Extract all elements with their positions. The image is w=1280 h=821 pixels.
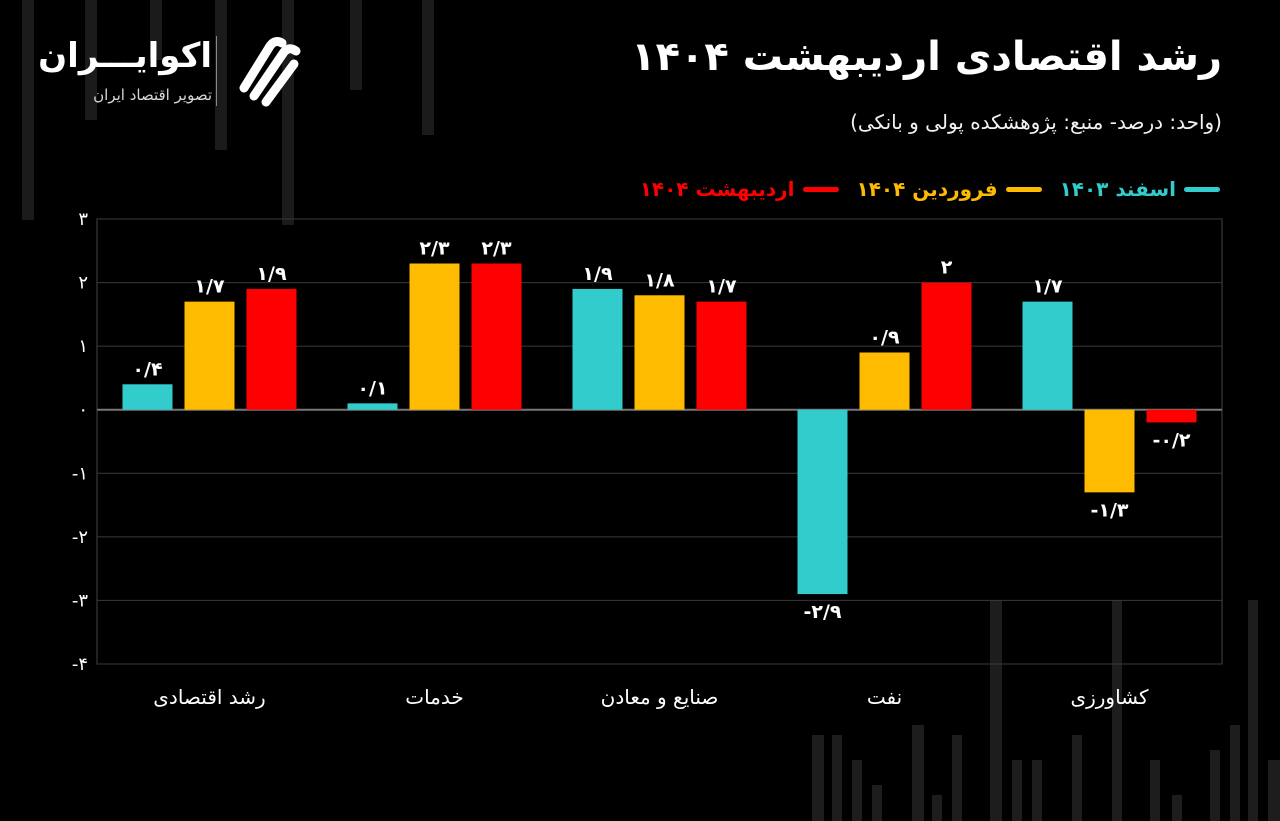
bar xyxy=(1084,409,1135,493)
logo-name: اکوایـــران xyxy=(38,36,212,76)
chart-title: رشد اقتصادی اردیبهشت ۱۴۰۴ xyxy=(631,34,1222,80)
data-label: ۰/۴ xyxy=(132,358,162,380)
bar xyxy=(797,409,848,595)
data-label: ۲/۳ xyxy=(481,238,512,260)
y-tick-label: ۲ xyxy=(78,273,88,294)
bar xyxy=(921,282,972,410)
legend-swatch-esfand xyxy=(1184,186,1220,192)
bar xyxy=(859,352,910,410)
bar xyxy=(1022,301,1073,410)
data-label: ۱/۹ xyxy=(582,263,613,285)
y-tick-label: ۰ xyxy=(78,400,88,421)
y-tick-label: -۳ xyxy=(72,590,88,611)
top-left-deco-bars xyxy=(22,0,434,225)
legend-swatch-farvardin xyxy=(1005,186,1042,192)
data-label: ۱/۸ xyxy=(644,269,675,291)
y-tick-label: -۲ xyxy=(72,527,88,548)
bottom-right-deco-bars xyxy=(812,600,1280,821)
bar xyxy=(184,301,235,410)
logo-tagline: تصویر اقتصاد ایران xyxy=(93,86,212,104)
legend-label-esfand: اسفند ۱۴۰۳ xyxy=(1059,177,1176,201)
legend-label-ordibehesht: اردیبهشت ۱۴۰۴ xyxy=(639,177,795,201)
chart-subtitle: (واحد: درصد- منبع: پژوهشکده پولی و بانکی… xyxy=(850,110,1222,134)
legend-item-farvardin: فروردین ۱۴۰۴ xyxy=(857,177,1042,201)
legend-swatch-ordibehesht xyxy=(802,186,839,192)
y-tick-label: -۴ xyxy=(72,654,88,675)
legend: اسفند ۱۴۰۳ فروردین ۱۴۰۴ اردیبهشت ۱۴۰۴ xyxy=(640,174,1220,204)
logo-divider xyxy=(216,36,217,106)
legend-item-ordibehesht: اردیبهشت ۱۴۰۴ xyxy=(640,177,839,201)
data-label: ۰/۱ xyxy=(357,377,387,399)
bar xyxy=(634,295,685,410)
y-tick-label: -۱ xyxy=(72,463,88,484)
bar xyxy=(122,384,173,410)
x-category-label: صنایع و معادن xyxy=(601,685,719,709)
x-category-label: خدمات xyxy=(405,685,464,709)
data-label: ۱/۷ xyxy=(706,276,737,298)
bar xyxy=(409,263,460,410)
bar xyxy=(471,263,522,410)
data-label: -۰/۲ xyxy=(1152,429,1190,451)
data-label: ۰/۹ xyxy=(869,327,900,349)
data-label: ۱/۷ xyxy=(1032,276,1063,298)
x-category-label: رشد اقتصادی xyxy=(153,685,265,709)
bar xyxy=(696,301,747,410)
bar xyxy=(347,403,398,410)
data-label: ۲/۳ xyxy=(419,238,450,260)
legend-item-esfand: اسفند ۱۴۰۳ xyxy=(1060,177,1220,201)
bar xyxy=(1146,409,1197,423)
x-category-label: نفت xyxy=(867,685,902,709)
data-label: ۱/۹ xyxy=(256,263,287,285)
y-tick-label: ۱ xyxy=(78,336,88,357)
legend-label-farvardin: فروردین ۱۴۰۴ xyxy=(856,177,998,201)
bar xyxy=(572,288,623,410)
y-tick-label: ۳ xyxy=(78,209,88,230)
data-label: ۱/۷ xyxy=(194,276,225,298)
x-category-label: کشاورزی xyxy=(1070,685,1149,709)
logo: اکوایـــران تصویر اقتصاد ایران xyxy=(38,34,320,114)
ecoiran-logo-icon xyxy=(239,37,301,107)
data-label: -۱/۳ xyxy=(1090,499,1128,521)
bar xyxy=(246,288,297,410)
data-label: ۲ xyxy=(941,257,953,279)
data-label: -۲/۹ xyxy=(803,601,841,623)
